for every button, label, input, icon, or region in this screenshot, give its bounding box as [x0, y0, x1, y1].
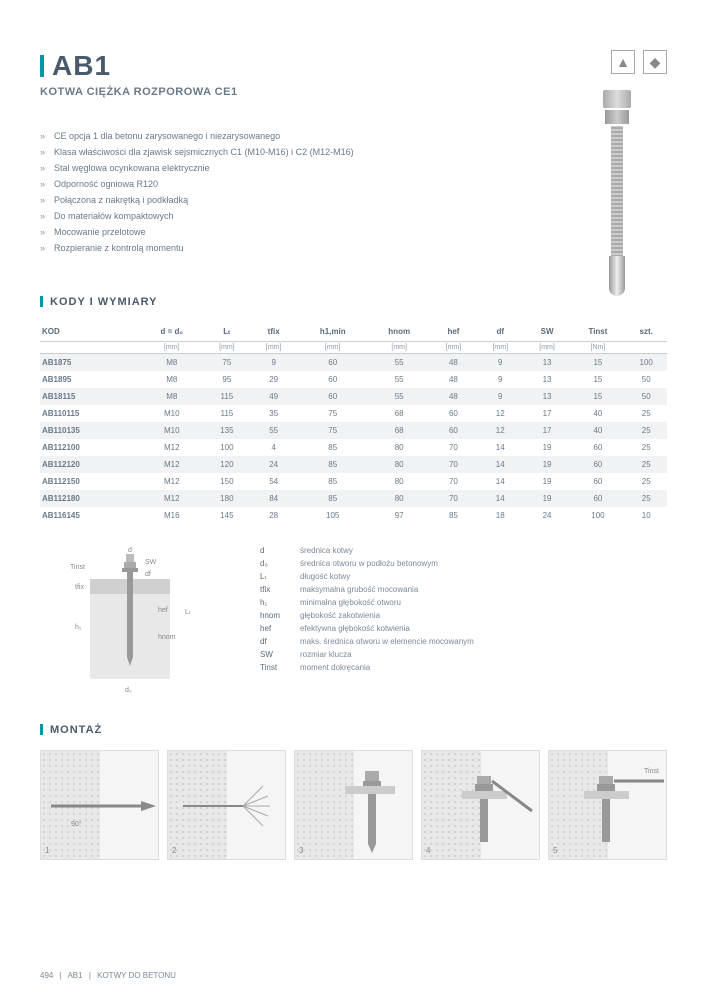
- icon-fire: ▲: [611, 50, 635, 74]
- table-row: AB116145M16145281059785182410010: [40, 507, 667, 524]
- legend-row: hnomgłębokość zakotwienia: [260, 609, 667, 622]
- table-header: SW: [524, 322, 571, 342]
- installation-steps: 90° 1 2 3 4 Tinst 5: [40, 750, 667, 860]
- dimension-diagram: d Tinst tfix h₁ SW df Lₜ hef hnom d₀: [40, 544, 220, 694]
- table-row: AB1895M895296055489131550: [40, 371, 667, 388]
- table-row: AB110115M101153575686012174025: [40, 405, 667, 422]
- install-step-5: Tinst 5: [548, 750, 667, 860]
- page-subtitle: KOTWA CIĘŻKA ROZPOROWA CE1: [40, 86, 611, 98]
- legend-row: dfmaks. średnica otworu w elemencie moco…: [260, 635, 667, 648]
- table-unit: [40, 342, 140, 354]
- table-header: h1,min: [297, 322, 368, 342]
- svg-text:90°: 90°: [71, 820, 82, 828]
- svg-text:tfix: tfix: [75, 584, 84, 591]
- table-header: szt.: [625, 322, 667, 342]
- legend-row: Lₜdługość kotwy: [260, 570, 667, 583]
- svg-text:Tinst: Tinst: [644, 768, 659, 775]
- legend-row: SWrozmiar klucza: [260, 648, 667, 661]
- svg-text:df: df: [145, 571, 151, 578]
- icon-seismic: ◆: [643, 50, 667, 74]
- list-item: Odporność ogniowa R120: [40, 176, 460, 192]
- list-item: Stal węglowa ocynkowana elektrycznie: [40, 160, 460, 176]
- section-header-install: MONTAŻ: [40, 724, 667, 736]
- install-step-4: 4: [421, 750, 540, 860]
- svg-text:d₀: d₀: [125, 687, 132, 694]
- table-header: tfix: [250, 322, 297, 342]
- table-row: AB112100M12100485807014196025: [40, 439, 667, 456]
- table-header: Tinst: [570, 322, 625, 342]
- legend-row: Tinstmoment dokręcania: [260, 661, 667, 674]
- install-step-1: 90° 1: [40, 750, 159, 860]
- table-row: AB112120M121202485807014196025: [40, 456, 667, 473]
- feature-list: CE opcja 1 dla betonu zarysowanego i nie…: [40, 128, 460, 256]
- table-unit: [mm]: [203, 342, 250, 354]
- svg-text:hef: hef: [158, 607, 168, 614]
- install-step-2: 2: [167, 750, 286, 860]
- legend-row: h₁minimalna głębokość otworu: [260, 596, 667, 609]
- table-header: d = d₀: [140, 322, 203, 342]
- legend-row: dśrednica kotwy: [260, 544, 667, 557]
- table-header: hnom: [368, 322, 430, 342]
- page-title: AB1: [40, 50, 611, 82]
- table-header: df: [477, 322, 524, 342]
- footer-page: 494: [40, 971, 53, 980]
- footer-category: KOTWY DO BETONU: [97, 971, 176, 980]
- svg-text:Lₜ: Lₜ: [185, 609, 191, 616]
- list-item: Klasa właściwości dla zjawisk sejsmiczny…: [40, 144, 460, 160]
- table-unit: [mm]: [368, 342, 430, 354]
- list-item: CE opcja 1 dla betonu zarysowanego i nie…: [40, 128, 460, 144]
- list-item: Do materiałów kompaktowych: [40, 208, 460, 224]
- table-header: Lₜ: [203, 322, 250, 342]
- table-unit: [mm]: [140, 342, 203, 354]
- footer-code: AB1: [67, 971, 82, 980]
- svg-text:Tinst: Tinst: [70, 564, 85, 571]
- svg-text:d: d: [128, 547, 132, 554]
- legend-row: d₀średnica otworu w podłożu betonowym: [260, 557, 667, 570]
- section-header-codes: KODY I WYMIARY: [40, 296, 667, 308]
- table-unit: [Nm]: [570, 342, 625, 354]
- table-row: AB1875M875960554891315100: [40, 354, 667, 372]
- legend-row: hefefektywna głębokość kotwienia: [260, 622, 667, 635]
- svg-text:h₁: h₁: [75, 624, 82, 631]
- table-row: AB18115M8115496055489131550: [40, 388, 667, 405]
- product-image: [597, 90, 637, 320]
- legend-row: tfixmaksymalna grubość mocowania: [260, 583, 667, 596]
- table-unit: [mm]: [477, 342, 524, 354]
- table-row: AB110135M101355575686012174025: [40, 422, 667, 439]
- svg-text:SW: SW: [145, 559, 157, 566]
- dimensions-table: KODd = d₀Lₜtfixh1,minhnomhefdfSWTinstszt…: [40, 322, 667, 524]
- legend: dśrednica kotwyd₀średnica otworu w podło…: [260, 544, 667, 694]
- page-footer: 494 | AB1 | KOTWY DO BETONU: [40, 971, 176, 980]
- list-item: Połączona z nakrętką i podkładką: [40, 192, 460, 208]
- svg-text:hnom: hnom: [158, 634, 176, 641]
- table-row: AB112180M121808485807014196025: [40, 490, 667, 507]
- table-unit: [mm]: [524, 342, 571, 354]
- table-unit: [625, 342, 667, 354]
- install-step-3: 3: [294, 750, 413, 860]
- list-item: Mocowanie przelotowe: [40, 224, 460, 240]
- table-unit: [mm]: [297, 342, 368, 354]
- table-header: KOD: [40, 322, 140, 342]
- list-item: Rozpieranie z kontrolą momentu: [40, 240, 460, 256]
- table-row: AB112150M121505485807014196025: [40, 473, 667, 490]
- table-unit: [mm]: [430, 342, 477, 354]
- table-unit: [mm]: [250, 342, 297, 354]
- table-header: hef: [430, 322, 477, 342]
- category-icons: ▲ ◆: [611, 50, 667, 74]
